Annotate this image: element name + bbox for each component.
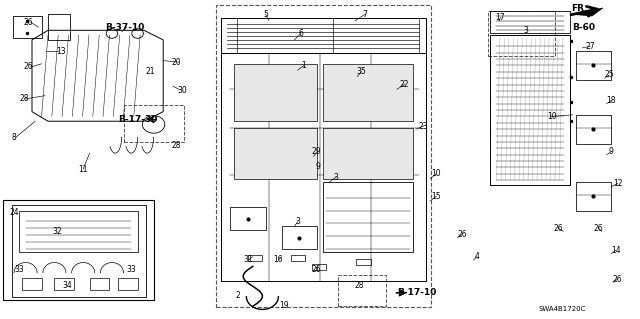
Text: 26: 26	[553, 224, 563, 233]
Bar	[323, 128, 413, 179]
Bar	[576, 51, 611, 80]
Bar	[576, 115, 611, 144]
Text: 32: 32	[52, 227, 63, 236]
Text: 8: 8	[12, 133, 17, 142]
Text: 22: 22	[400, 80, 409, 89]
Bar	[291, 255, 305, 261]
Text: 35: 35	[356, 67, 367, 76]
Bar	[230, 207, 266, 230]
Bar	[234, 128, 317, 179]
Text: 28: 28	[172, 141, 180, 150]
Text: 4: 4	[474, 252, 479, 261]
Text: 12: 12	[613, 179, 622, 188]
Bar	[356, 259, 371, 265]
Text: 26: 26	[24, 63, 34, 71]
Text: FR.: FR.	[571, 4, 588, 13]
Text: 1: 1	[301, 61, 307, 70]
Text: 33: 33	[126, 265, 136, 274]
Text: 3: 3	[524, 26, 529, 35]
Text: 31: 31	[243, 256, 253, 264]
Bar	[312, 264, 326, 270]
Text: 26: 26	[457, 230, 467, 239]
Text: 6: 6	[298, 29, 303, 38]
Text: 10: 10	[547, 112, 557, 121]
Bar	[488, 11, 555, 56]
Bar	[54, 278, 74, 290]
Bar	[3, 200, 154, 300]
Bar	[248, 255, 262, 261]
Text: 28: 28	[355, 281, 364, 290]
Bar	[576, 182, 611, 211]
Text: B-37-10: B-37-10	[105, 23, 145, 32]
Bar	[90, 278, 109, 290]
Text: 5: 5	[263, 10, 268, 19]
Text: 23: 23	[419, 122, 429, 130]
Text: 3: 3	[295, 217, 300, 226]
Bar	[323, 64, 413, 121]
Text: 11: 11	[79, 165, 88, 174]
Bar	[124, 105, 184, 142]
Text: 15: 15	[431, 192, 442, 201]
Text: 2: 2	[236, 291, 241, 300]
Text: 3: 3	[333, 173, 339, 182]
Text: B-60: B-60	[572, 23, 595, 32]
Text: 26: 26	[612, 275, 623, 284]
Text: 30: 30	[177, 86, 188, 95]
Text: 25: 25	[604, 70, 614, 79]
Text: 17: 17	[495, 13, 506, 22]
Bar	[118, 278, 138, 290]
Text: B-17-10: B-17-10	[397, 288, 437, 297]
Text: SWA4B1720C: SWA4B1720C	[538, 306, 586, 312]
Text: 24: 24	[9, 208, 19, 217]
Text: 33: 33	[14, 265, 24, 274]
Text: 10: 10	[431, 169, 442, 178]
Bar	[338, 275, 386, 306]
Text: 28: 28	[20, 94, 29, 103]
Text: 19: 19	[278, 301, 289, 310]
Text: 9: 9	[315, 162, 320, 171]
Text: 7: 7	[362, 10, 367, 19]
Text: 29: 29	[312, 147, 322, 156]
Text: 34: 34	[62, 281, 72, 290]
Bar	[490, 11, 570, 33]
Bar	[323, 182, 413, 252]
Bar	[216, 5, 431, 307]
Text: 26: 26	[593, 224, 604, 233]
Text: 26: 26	[312, 265, 322, 274]
Bar	[234, 64, 317, 121]
Text: 20: 20	[171, 58, 181, 67]
Polygon shape	[573, 8, 603, 16]
Text: B-17-30: B-17-30	[118, 115, 157, 124]
Text: 27: 27	[585, 42, 595, 51]
Text: 9: 9	[609, 147, 614, 156]
Text: 21: 21	[146, 67, 155, 76]
Text: 18: 18	[607, 96, 616, 105]
Bar	[282, 226, 317, 249]
Bar	[12, 205, 146, 297]
Text: 26: 26	[24, 18, 34, 27]
Bar	[22, 278, 42, 290]
Text: 14: 14	[611, 246, 621, 255]
Bar	[490, 35, 570, 185]
Text: 13: 13	[56, 47, 66, 56]
Text: 16: 16	[273, 256, 284, 264]
Bar	[19, 211, 138, 252]
